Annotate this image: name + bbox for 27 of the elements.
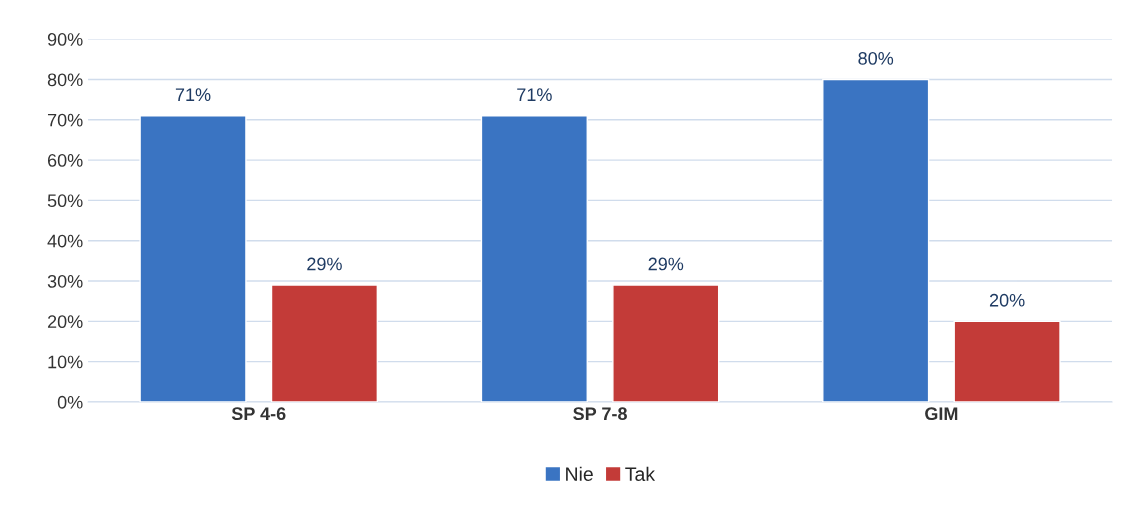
data-label: 20% [989,293,1025,307]
y-tick-label: 70% [47,113,83,127]
data-label: 29% [648,257,684,271]
bar [822,78,930,402]
legend-label: Nie [566,466,593,481]
bar [480,115,588,402]
bar [270,284,379,402]
data-label: 80% [858,51,894,65]
bar [139,115,247,402]
legend-label: Tak [625,466,656,481]
bar [612,284,720,402]
y-tick-label: 80% [47,73,83,87]
y-tick-label: 30% [47,274,83,288]
y-tick-label: 20% [47,315,83,329]
x-tick-label: SP 7-8 [573,407,627,421]
y-tick-label: 60% [47,154,83,167]
y-tick-label: 10% [48,355,83,369]
y-tick-label: 90% [47,33,83,46]
data-label: 71% [175,88,211,101]
y-tick-label: 50% [47,194,83,208]
bar [953,320,1061,402]
data-label: 29% [307,257,342,271]
y-tick-label: 40% [47,234,83,248]
y-tick-label: 0% [57,395,83,409]
x-tick-label: SP 4-6 [231,407,286,421]
x-tick-label: GIM [925,407,958,421]
data-label: 71% [517,88,552,101]
